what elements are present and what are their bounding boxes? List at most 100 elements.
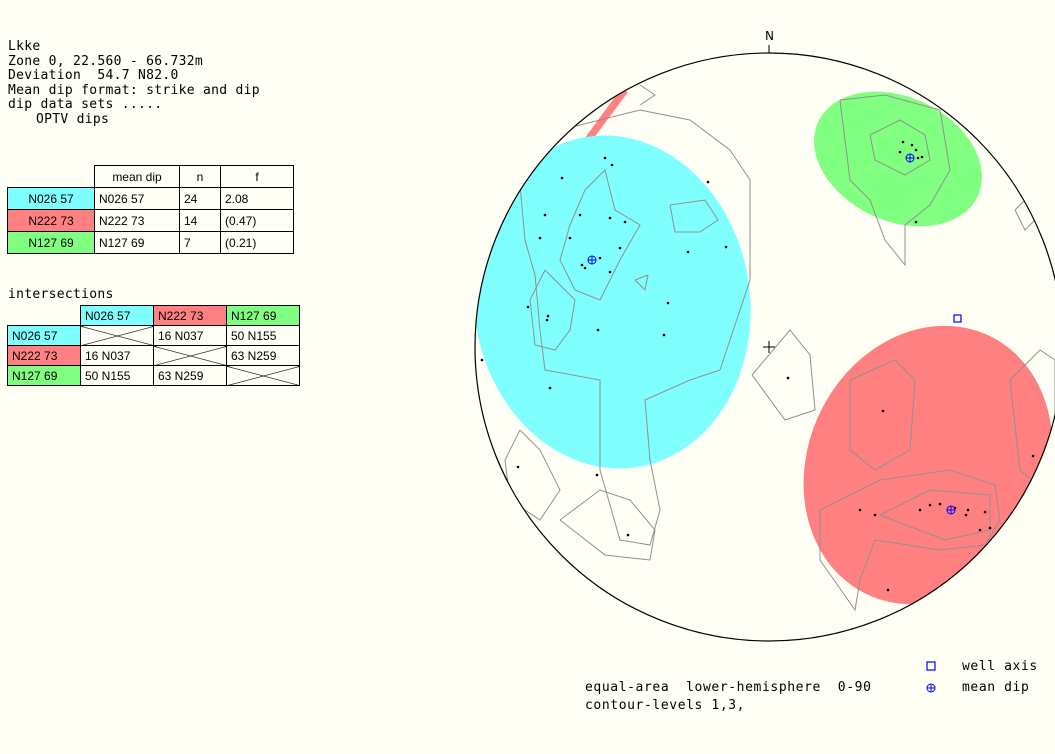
table-row: N026 57 16 N037 50 N155 bbox=[7, 325, 300, 346]
pole-dot bbox=[546, 314, 550, 318]
mean-dip-legend-icon bbox=[926, 683, 936, 693]
format-text: Mean dip format: strike and dip bbox=[8, 82, 260, 98]
contour-lines bbox=[504, 84, 1055, 612]
mean-dip-marker-cyan bbox=[587, 255, 597, 265]
isect-row-cyan: N026 57 bbox=[7, 325, 81, 346]
isect-empty-cell bbox=[153, 345, 227, 366]
table-row: N222 73 16 N037 63 N259 bbox=[7, 345, 300, 366]
pole-dot bbox=[914, 220, 918, 224]
table-row: N026 57 N026 57 24 2.08 bbox=[7, 187, 294, 210]
pole-dot bbox=[608, 216, 612, 220]
pole-dot bbox=[686, 250, 690, 254]
pole-dot bbox=[545, 318, 549, 322]
f-cell: (0.21) bbox=[220, 231, 294, 254]
dip-sets-table: mean dip n f N026 57 N026 57 24 2.08 N22… bbox=[7, 165, 294, 254]
table-header-row: mean dip n f bbox=[8, 165, 294, 188]
isect-cell: 50 N155 bbox=[80, 365, 154, 386]
pole-dot bbox=[983, 510, 987, 514]
pole-dot bbox=[583, 266, 587, 270]
pole-dot bbox=[543, 213, 547, 217]
pole-dot bbox=[548, 386, 552, 390]
zone-text: Zone 0, 22.560 - 66.732m bbox=[8, 53, 204, 69]
pole-dot bbox=[666, 301, 670, 305]
pole-dot bbox=[480, 358, 484, 362]
pole-dot bbox=[626, 533, 630, 537]
pole-dot bbox=[886, 588, 890, 592]
pole-dot bbox=[916, 156, 920, 160]
pole-dot bbox=[603, 156, 607, 160]
intersections-table: N026 57 N222 73 N127 69 N026 57 16 N037 … bbox=[7, 305, 300, 386]
contour-levels-label: contour-levels 1,3, bbox=[585, 698, 746, 713]
n-cell: 24 bbox=[179, 187, 221, 210]
pole-dot bbox=[901, 140, 905, 144]
cyan-set-region bbox=[475, 135, 751, 469]
pole-dot bbox=[596, 328, 600, 332]
red-set-region bbox=[803, 325, 1053, 605]
projection-label: equal-area lower-hemisphere 0-90 bbox=[585, 680, 872, 695]
pole-dot bbox=[598, 256, 602, 260]
sets-label: dip data sets ..... bbox=[8, 97, 163, 112]
pole-dot bbox=[623, 220, 627, 224]
set-label-green: N127 69 bbox=[7, 231, 95, 254]
pole-dot bbox=[618, 246, 622, 250]
pole-dot bbox=[873, 513, 877, 517]
north-label: N bbox=[765, 29, 774, 43]
pole-dot bbox=[966, 508, 970, 512]
pole-dot bbox=[538, 236, 542, 240]
source-label: OPTV dips bbox=[36, 111, 110, 127]
table-header-row: N026 57 N222 73 N127 69 bbox=[8, 305, 300, 326]
pole-dot bbox=[786, 376, 790, 380]
pole-dot bbox=[595, 473, 599, 477]
pole-dot bbox=[610, 163, 614, 167]
mean-dip-marker-red bbox=[946, 505, 956, 515]
pole-dot bbox=[578, 213, 582, 217]
set-label-red: N222 73 bbox=[7, 209, 95, 232]
dip-set-regions bbox=[475, 84, 1055, 612]
mean-dip-cell: N127 69 bbox=[94, 231, 180, 254]
green-set-region bbox=[814, 91, 982, 227]
pole-dot bbox=[608, 270, 612, 274]
isect-col-red: N222 73 bbox=[153, 305, 227, 326]
header-info: Lkke Zone 0, 22.560 - 66.732m Deviation 54… bbox=[8, 39, 260, 127]
pole-dot bbox=[881, 409, 885, 413]
header-mean-dip: mean dip bbox=[94, 165, 180, 188]
deviation-text: Deviation 54.7 N82.0 bbox=[8, 68, 179, 83]
pole-dot bbox=[568, 236, 572, 240]
well-axis-marker bbox=[953, 314, 962, 323]
pole-dot bbox=[724, 245, 728, 249]
center-plus bbox=[763, 341, 775, 353]
pole-dot bbox=[914, 148, 918, 152]
isect-empty-cell bbox=[226, 365, 300, 386]
pole-dot bbox=[938, 502, 942, 506]
table-row: N222 73 N222 73 14 (0.47) bbox=[7, 209, 294, 232]
pole-dot bbox=[898, 150, 902, 154]
mean-dip-marker-green bbox=[905, 153, 915, 163]
pole-dot bbox=[1031, 454, 1035, 458]
pole-dot bbox=[920, 155, 924, 159]
pole-dot bbox=[978, 528, 982, 532]
isect-row-green: N127 69 bbox=[7, 365, 81, 386]
pole-dot bbox=[918, 508, 922, 512]
intersections-title: intersections bbox=[8, 287, 114, 302]
table-row: N127 69 N127 69 7 (0.21) bbox=[7, 231, 294, 254]
legend-well-axis: well axis bbox=[962, 659, 1038, 674]
legend-mean-dip: mean dip bbox=[962, 680, 1030, 695]
table-row: N127 69 50 N155 63 N259 bbox=[7, 365, 300, 386]
pole-dot bbox=[662, 333, 666, 337]
header-f: f bbox=[220, 165, 294, 188]
dip-poles bbox=[480, 140, 1035, 592]
pole-dot bbox=[988, 526, 992, 530]
site-title: Lkke bbox=[8, 39, 41, 54]
pole-dot bbox=[706, 180, 710, 184]
pole-dot bbox=[858, 508, 862, 512]
n-cell: 7 bbox=[179, 231, 221, 254]
well-axis-legend-icon bbox=[926, 661, 936, 671]
f-cell: 2.08 bbox=[220, 187, 294, 210]
isect-col-green: N127 69 bbox=[226, 305, 300, 326]
pole-dot bbox=[964, 513, 968, 517]
pole-dot bbox=[526, 305, 530, 309]
pole-dot bbox=[560, 176, 564, 180]
pole-dot bbox=[928, 503, 932, 507]
pole-dot bbox=[910, 143, 914, 147]
